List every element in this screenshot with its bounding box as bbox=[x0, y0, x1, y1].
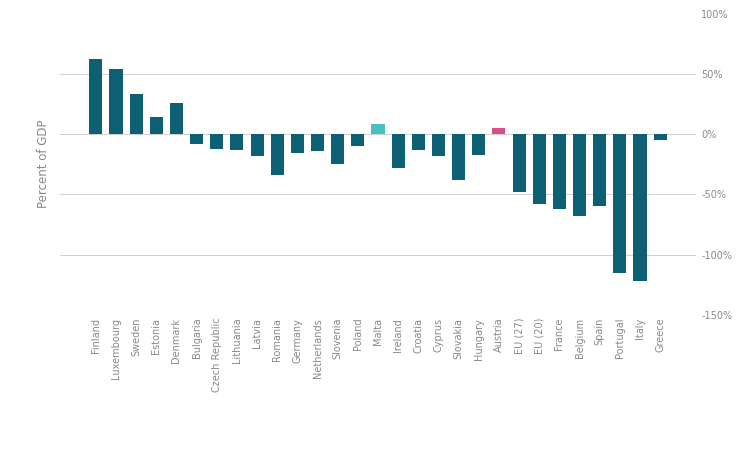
Bar bbox=[613, 134, 627, 273]
Bar bbox=[432, 134, 445, 156]
Bar bbox=[452, 134, 465, 180]
Bar bbox=[352, 134, 364, 146]
Bar bbox=[472, 134, 485, 155]
Bar bbox=[634, 134, 646, 281]
Bar bbox=[492, 128, 506, 134]
Bar bbox=[593, 134, 606, 207]
Bar bbox=[89, 59, 103, 134]
Bar bbox=[150, 117, 163, 134]
Bar bbox=[210, 134, 223, 148]
Bar bbox=[271, 134, 284, 175]
Bar bbox=[110, 69, 122, 134]
Bar bbox=[513, 134, 525, 192]
Bar bbox=[392, 134, 404, 168]
Bar bbox=[170, 103, 183, 134]
Bar bbox=[291, 134, 304, 153]
Bar bbox=[412, 134, 425, 150]
Bar bbox=[533, 134, 546, 204]
Bar bbox=[553, 134, 566, 209]
Bar bbox=[190, 134, 203, 144]
Bar bbox=[311, 134, 324, 151]
Bar bbox=[653, 134, 667, 140]
Y-axis label: Percent of GDP: Percent of GDP bbox=[37, 120, 50, 208]
Bar bbox=[250, 134, 264, 156]
Bar bbox=[371, 125, 385, 134]
Bar bbox=[573, 134, 586, 216]
Bar bbox=[331, 134, 344, 164]
Bar bbox=[129, 94, 143, 134]
Bar bbox=[231, 134, 243, 150]
